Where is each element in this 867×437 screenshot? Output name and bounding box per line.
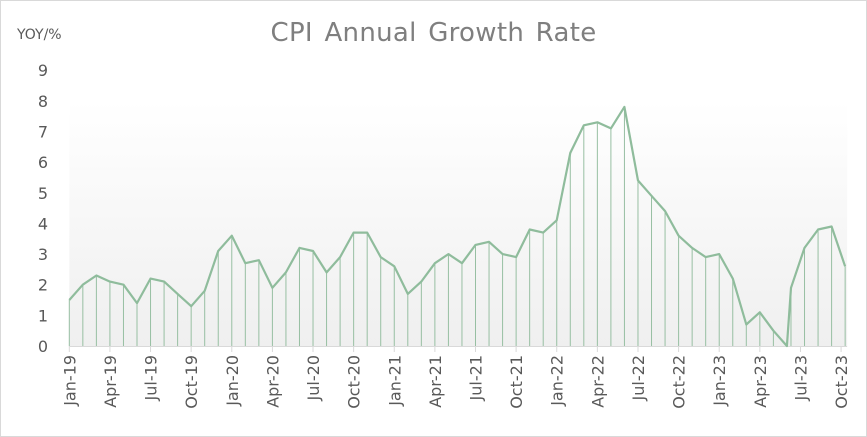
chart-title: CPI Annual Growth Rate [270,18,597,48]
y-tick-label: 0 [38,337,48,356]
x-tick-label: Jul-22 [629,355,648,401]
x-tick-label: Jan-22 [548,355,567,407]
series-line-cpi [68,105,847,348]
y-axis-label: YOY/% [17,27,62,43]
y-tick-label: 3 [38,245,48,264]
x-tick-label: Oct-23 [832,355,851,409]
x-tick-label: Jan-21 [385,355,404,407]
x-tick-label: Jan-19 [60,355,79,407]
x-tick-label: Jul-19 [142,355,161,401]
plot-area [69,100,848,346]
x-tick-label: Apr-23 [751,355,770,408]
drop-lines [68,106,846,346]
x-tick-label: Oct-20 [345,355,364,409]
y-tick-label: 1 [38,306,48,325]
y-tick-label: 4 [38,214,48,233]
y-tick-label: 6 [38,153,48,172]
x-tick-label: Jan-23 [710,355,729,407]
y-tick-label: 2 [38,276,48,295]
y-tick-label: 5 [38,184,48,203]
y-tick-label: 7 [38,122,48,141]
y-axis: 0 1 2 3 4 5 6 7 8 9 [38,61,48,356]
x-tick-label: Oct-19 [182,355,201,409]
x-tick-label: Apr-22 [588,355,607,408]
x-tick-label: Apr-21 [426,355,445,408]
x-tick-label: Oct-22 [670,355,689,409]
x-tick-label: Jul-21 [467,355,486,401]
x-tick-label: Apr-19 [101,355,120,408]
x-tick-label: Jul-23 [791,355,810,401]
y-tick-label: 8 [38,92,48,111]
x-tick-label: Oct-21 [507,355,526,409]
x-tick-label: Jul-20 [304,355,323,401]
x-axis: Jan-19 Apr-19 Jul-19 Oct-19 Jan-20 Apr-20 Jul-… [60,346,851,409]
x-tick-label: Jan-20 [223,355,242,407]
x-tick-label: Apr-20 [263,355,282,408]
y-tick-label: 9 [38,61,48,80]
